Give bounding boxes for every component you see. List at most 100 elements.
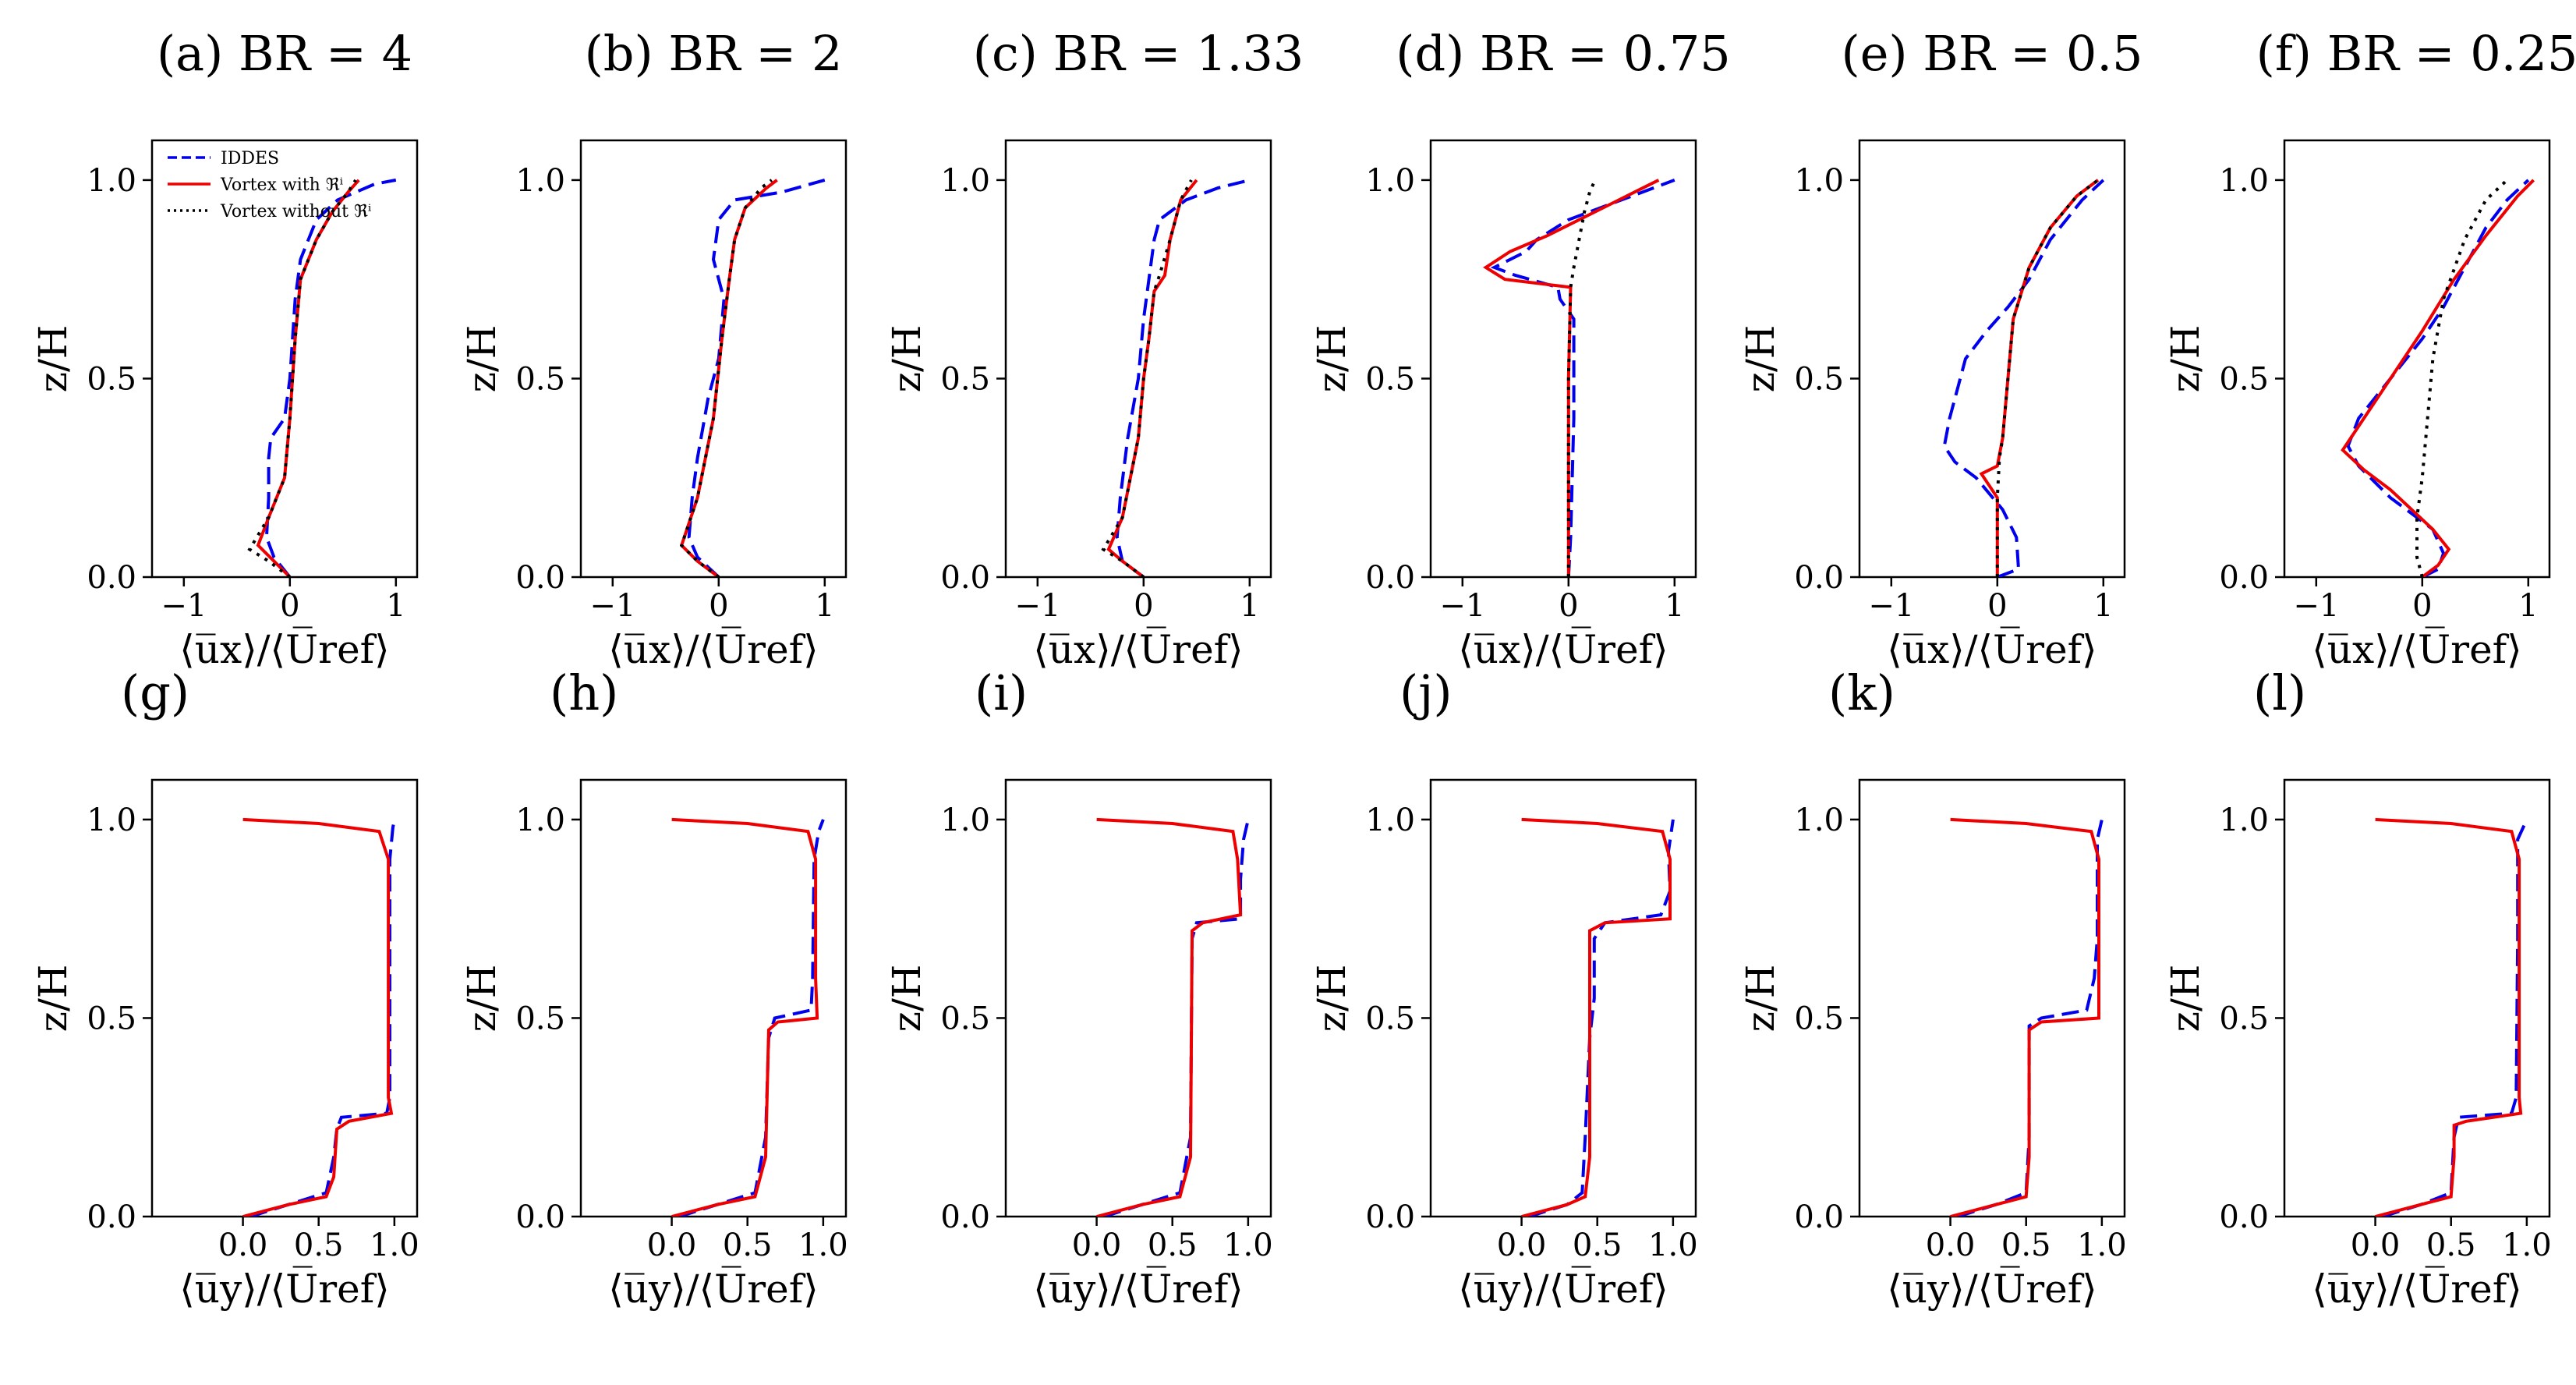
y-tick-label: 0.0 bbox=[1794, 560, 1844, 596]
legend: IDDES Vortex with ℜⁱ Vortex without ℜⁱ bbox=[168, 149, 372, 221]
x-tick-label: −1 bbox=[1439, 588, 1485, 624]
y-tick-label: 0.0 bbox=[515, 1199, 565, 1235]
plot-frame bbox=[1429, 139, 1697, 579]
y-tick-label: 1.0 bbox=[515, 163, 565, 199]
y-axis-label: z/H bbox=[2163, 325, 2208, 393]
x-tick-label: 0.0 bbox=[2351, 1227, 2401, 1263]
plot-frame bbox=[1004, 139, 1272, 579]
series-line-solid bbox=[1950, 817, 2100, 1217]
series-line-dashed bbox=[1103, 819, 1250, 1217]
legend-label: Vortex without ℜⁱ bbox=[220, 202, 372, 221]
y-axis-label: z/H bbox=[30, 965, 76, 1033]
plot-frame bbox=[579, 778, 847, 1218]
x-axis-label: ⟨u̅x⟩/⟨U̅ref⟩ bbox=[1887, 626, 2097, 672]
y-tick-label: 0.5 bbox=[940, 1001, 990, 1036]
series-line-dotted bbox=[1995, 179, 2100, 577]
x-tick-label: 0.0 bbox=[218, 1227, 268, 1263]
plot-frame bbox=[1858, 778, 2126, 1218]
x-axis-label: ⟨u̅y⟩/⟨U̅ref⟩ bbox=[179, 1266, 389, 1312]
x-tick-label: 0.0 bbox=[1072, 1227, 1122, 1263]
x-tick-label: 0.5 bbox=[2426, 1227, 2476, 1263]
panel-11: (k) 0.0 0.5 1.0 0.0 0.5 1.0 z/H ⟨u̅y⟩/⟨U̅ref⟩ bbox=[1738, 664, 2127, 1312]
x-tick-label: 0 bbox=[2412, 588, 2432, 624]
series-line-dashed bbox=[1942, 179, 2105, 577]
panel-title: (l) bbox=[2253, 664, 2306, 721]
series-line-dashed bbox=[687, 178, 826, 577]
plot-frame bbox=[579, 139, 847, 579]
x-tick-label: 0.5 bbox=[294, 1227, 344, 1263]
y-tick-label: 1.0 bbox=[940, 163, 990, 199]
x-tick-label: 1 bbox=[386, 588, 405, 624]
y-tick-label: 1.0 bbox=[515, 802, 565, 838]
x-axis-label: ⟨u̅x⟩/⟨U̅ref⟩ bbox=[2312, 626, 2521, 672]
y-tick-label: 0.5 bbox=[87, 1001, 136, 1036]
y-tick-label: 0.5 bbox=[1794, 361, 1844, 397]
panel-title: (f) BR = 0.25 bbox=[2256, 25, 2576, 82]
series-line-dashed bbox=[1528, 819, 1675, 1217]
plot-frame bbox=[150, 778, 419, 1218]
panel-8: (h) 0.0 0.5 1.0 0.0 0.5 1.0 z/H ⟨u̅y⟩/⟨U̅ref⟩ bbox=[459, 664, 848, 1312]
y-tick-label: 0.0 bbox=[940, 1199, 990, 1235]
series-line-solid bbox=[679, 179, 778, 577]
y-tick-label: 0.5 bbox=[2219, 1001, 2269, 1036]
y-tick-label: 0.0 bbox=[2219, 1199, 2269, 1235]
y-tick-label: 0.5 bbox=[1794, 1001, 1844, 1036]
x-tick-label: 1 bbox=[1240, 588, 1259, 624]
x-tick-label: −1 bbox=[1868, 588, 1914, 624]
y-tick-label: 0.5 bbox=[1365, 1001, 1415, 1036]
y-axis-label: z/H bbox=[884, 965, 929, 1033]
panel-title: (g) bbox=[121, 664, 189, 721]
x-axis-label: ⟨u̅x⟩/⟨U̅ref⟩ bbox=[608, 626, 818, 672]
x-tick-label: 0.0 bbox=[1497, 1227, 1547, 1263]
x-tick-label: 0 bbox=[1559, 588, 1578, 624]
panel-title: (k) bbox=[1828, 664, 1895, 721]
plot-frame bbox=[2283, 139, 2551, 579]
y-axis-label: z/H bbox=[884, 325, 929, 393]
series-line-solid bbox=[1482, 179, 1660, 577]
x-tick-label: 1.0 bbox=[2502, 1227, 2552, 1263]
panel-4: (d) BR = 0.75 0.0 0.5 1.0 −1 0 1 z/H ⟨u̅x⟩/⟨U̅re… bbox=[1309, 25, 1731, 672]
y-tick-label: 1.0 bbox=[2219, 163, 2269, 199]
y-tick-label: 1.0 bbox=[87, 163, 136, 199]
x-tick-label: 1.0 bbox=[798, 1227, 848, 1263]
panel-title: (j) bbox=[1399, 664, 1453, 721]
y-tick-label: 0.0 bbox=[1794, 1199, 1844, 1235]
y-tick-label: 1.0 bbox=[1794, 163, 1844, 199]
x-tick-label: 0.5 bbox=[1148, 1227, 1198, 1263]
panel-title: (e) BR = 0.5 bbox=[1842, 25, 2143, 82]
legend-label: IDDES bbox=[221, 149, 279, 168]
y-tick-label: 1.0 bbox=[1365, 163, 1415, 199]
x-tick-label: 0.0 bbox=[647, 1227, 697, 1263]
panel-3: (c) BR = 1.33 0.0 0.5 1.0 −1 0 1 z/H ⟨u̅x⟩/⟨U̅re… bbox=[884, 25, 1304, 672]
y-tick-label: 0.5 bbox=[515, 361, 565, 397]
x-axis-label: ⟨u̅x⟩/⟨U̅ref⟩ bbox=[1458, 626, 1668, 672]
x-tick-label: 0.0 bbox=[1926, 1227, 1976, 1263]
series-line-dashed bbox=[249, 819, 396, 1217]
panel-title: (h) bbox=[550, 664, 618, 721]
plot-frame bbox=[1429, 778, 1697, 1218]
x-tick-label: 1.0 bbox=[2077, 1227, 2127, 1263]
panel-title: (a) BR = 4 bbox=[157, 25, 412, 82]
y-axis-label: z/H bbox=[1738, 965, 1783, 1033]
series-line-dotted bbox=[247, 179, 357, 577]
plot-frame bbox=[1858, 139, 2126, 579]
y-tick-label: 0.0 bbox=[87, 1199, 136, 1235]
y-tick-label: 0.5 bbox=[87, 361, 136, 397]
panel-9: (i) 0.0 0.5 1.0 0.0 0.5 1.0 z/H ⟨u̅y⟩/⟨U̅ref⟩ bbox=[884, 664, 1273, 1312]
x-tick-label: 0.5 bbox=[1573, 1227, 1622, 1263]
series-line-dashed bbox=[2346, 179, 2530, 577]
series-line-solid bbox=[2375, 817, 2523, 1217]
y-tick-label: 0.0 bbox=[87, 560, 136, 596]
plot-frame bbox=[150, 139, 419, 579]
y-axis-label: z/H bbox=[2163, 965, 2208, 1033]
y-axis-label: z/H bbox=[30, 325, 76, 393]
x-tick-label: 1 bbox=[2518, 588, 2538, 624]
y-tick-label: 1.0 bbox=[1365, 802, 1415, 838]
x-tick-label: 1.0 bbox=[370, 1227, 419, 1263]
x-tick-label: 0 bbox=[1987, 588, 2007, 624]
panel-10: (j) 0.0 0.5 1.0 0.0 0.5 1.0 z/H ⟨u̅y⟩/⟨U̅ref⟩ bbox=[1309, 664, 1698, 1312]
y-tick-label: 1.0 bbox=[87, 802, 136, 838]
panel-title: (c) BR = 1.33 bbox=[973, 25, 1304, 82]
series-line-solid bbox=[1521, 817, 1672, 1217]
